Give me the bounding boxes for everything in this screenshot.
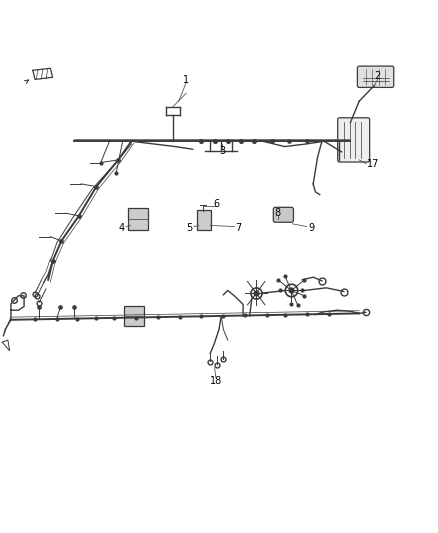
- Text: 1: 1: [183, 75, 189, 85]
- Text: 7: 7: [236, 223, 242, 233]
- Text: 17: 17: [367, 159, 379, 169]
- FancyBboxPatch shape: [124, 306, 144, 326]
- Text: 3: 3: [219, 146, 225, 156]
- Text: 18: 18: [210, 376, 222, 386]
- Text: 8: 8: [275, 208, 281, 218]
- Text: 9: 9: [308, 223, 314, 233]
- FancyBboxPatch shape: [357, 66, 394, 87]
- FancyBboxPatch shape: [338, 118, 370, 162]
- FancyBboxPatch shape: [197, 210, 211, 230]
- Text: 2: 2: [374, 71, 381, 81]
- Text: 6: 6: [213, 199, 219, 208]
- FancyBboxPatch shape: [273, 207, 293, 222]
- Text: 4: 4: [119, 223, 125, 233]
- FancyBboxPatch shape: [128, 208, 148, 230]
- Text: 5: 5: [186, 223, 192, 233]
